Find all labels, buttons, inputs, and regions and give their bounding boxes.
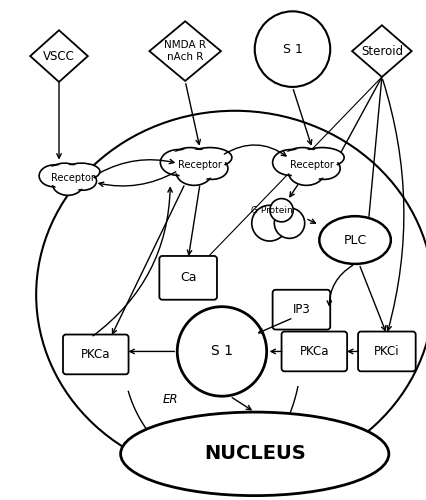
Text: VSCC: VSCC (43, 50, 75, 62)
Polygon shape (149, 22, 220, 81)
Ellipse shape (300, 148, 343, 168)
Ellipse shape (198, 159, 225, 178)
Text: PKCa: PKCa (299, 345, 328, 358)
Ellipse shape (39, 165, 69, 187)
Ellipse shape (319, 216, 390, 264)
Ellipse shape (120, 412, 388, 496)
FancyBboxPatch shape (357, 332, 414, 372)
Ellipse shape (308, 158, 340, 180)
Ellipse shape (172, 148, 207, 168)
Circle shape (269, 198, 293, 222)
Ellipse shape (52, 164, 77, 179)
Text: Receptor: Receptor (178, 160, 222, 170)
Ellipse shape (272, 150, 308, 176)
Ellipse shape (176, 160, 212, 186)
Ellipse shape (41, 166, 67, 185)
Ellipse shape (178, 162, 209, 184)
Polygon shape (30, 30, 88, 82)
Ellipse shape (163, 152, 193, 174)
Text: S 1: S 1 (210, 344, 233, 358)
Text: PKCa: PKCa (81, 348, 110, 361)
Ellipse shape (69, 172, 96, 190)
Text: Receptor: Receptor (51, 174, 95, 184)
Ellipse shape (160, 150, 196, 176)
Ellipse shape (303, 149, 340, 166)
Ellipse shape (288, 160, 323, 186)
Ellipse shape (310, 159, 337, 178)
FancyBboxPatch shape (281, 332, 346, 372)
Text: S 1: S 1 (282, 42, 302, 56)
Ellipse shape (36, 111, 426, 478)
Ellipse shape (191, 149, 228, 166)
Ellipse shape (188, 148, 231, 168)
Text: NUCLEUS: NUCLEUS (203, 444, 305, 464)
Circle shape (273, 208, 304, 238)
Ellipse shape (275, 152, 305, 174)
FancyBboxPatch shape (159, 256, 216, 300)
Ellipse shape (284, 148, 320, 168)
Text: IP3: IP3 (292, 303, 310, 316)
Text: Receptor: Receptor (290, 160, 334, 170)
Ellipse shape (55, 175, 81, 194)
Text: Steroid: Steroid (360, 44, 402, 58)
Ellipse shape (196, 158, 227, 180)
Ellipse shape (52, 174, 83, 196)
Polygon shape (351, 26, 411, 77)
Ellipse shape (66, 164, 97, 179)
Ellipse shape (63, 163, 100, 180)
Text: G Protein: G Protein (250, 206, 292, 214)
Text: PLC: PLC (343, 234, 366, 246)
Ellipse shape (49, 163, 80, 180)
FancyBboxPatch shape (272, 290, 329, 330)
Circle shape (251, 205, 287, 241)
Ellipse shape (72, 173, 94, 189)
Text: Ca: Ca (179, 272, 196, 284)
Text: ER: ER (162, 392, 178, 406)
Circle shape (254, 12, 329, 87)
Text: NMDA R
nAch R: NMDA R nAch R (164, 40, 206, 62)
FancyBboxPatch shape (63, 334, 128, 374)
Text: PKCi: PKCi (373, 345, 399, 358)
Ellipse shape (175, 149, 205, 166)
Ellipse shape (287, 149, 317, 166)
Circle shape (177, 306, 266, 396)
Ellipse shape (291, 162, 321, 184)
